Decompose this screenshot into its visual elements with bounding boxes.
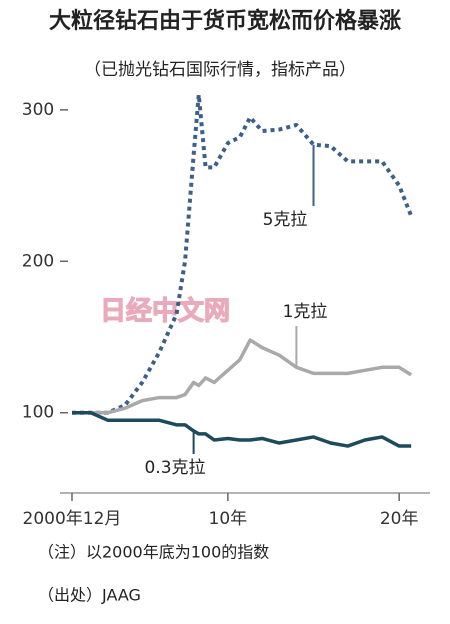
x-tick-label: 10年 bbox=[209, 509, 248, 529]
series-line bbox=[71, 338, 413, 415]
y-tick-label: 100 bbox=[22, 403, 54, 423]
chart-title: 大粒径钻石由于货币宽松而价格暴涨 bbox=[49, 8, 401, 34]
note: （注）以2000年底为100的指数 bbox=[38, 543, 269, 562]
series-line bbox=[71, 92, 414, 415]
x-tick-label: 2000年12月 bbox=[23, 509, 122, 529]
series-line bbox=[71, 410, 412, 448]
y-tick-label: 200 bbox=[22, 251, 54, 271]
series-label: 1克拉 bbox=[283, 302, 328, 322]
y-tick-label: 300 bbox=[22, 100, 54, 120]
series-label: 5克拉 bbox=[263, 210, 308, 230]
series-label: 0.3克拉 bbox=[144, 458, 205, 478]
source: （出处）JAAG bbox=[38, 586, 141, 605]
chart-subtitle: （已抛光钻石国际行情，指标产品） bbox=[84, 60, 356, 80]
watermark: 日经中文网 bbox=[100, 296, 230, 327]
x-tick-label: 20年 bbox=[380, 509, 419, 529]
